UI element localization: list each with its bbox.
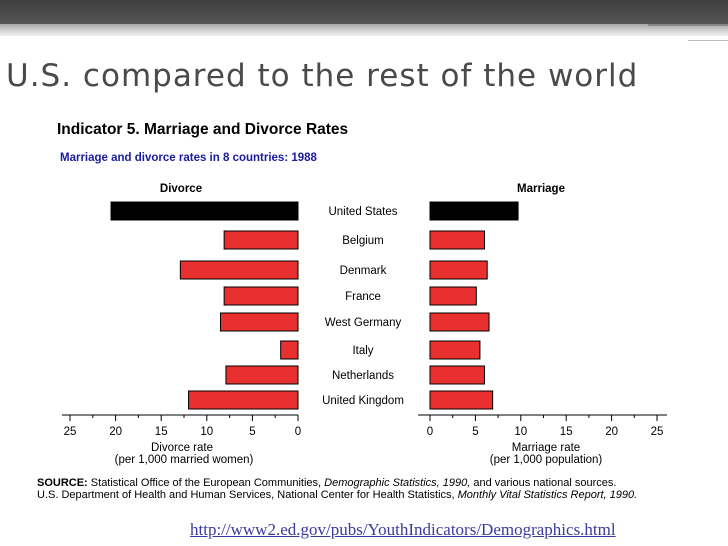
marriage-bar <box>429 390 494 410</box>
divorce-bar <box>219 312 299 332</box>
header-decoration-line <box>688 40 728 41</box>
source-text: and various national sources. <box>470 477 617 489</box>
country-label: Denmark <box>340 265 387 277</box>
divorce-axis-label: Divorce rate <box>151 442 213 454</box>
slide-title: U.S. compared to the rest of the world <box>6 58 639 94</box>
header-decoration-line <box>648 24 728 26</box>
marriage-axis-sublabel: (per 1,000 population) <box>490 454 603 466</box>
marriage-tick-label: 10 <box>514 426 527 438</box>
chart-title: Indicator 5. Marriage and Divorce Rates <box>57 121 348 138</box>
source-publication: Monthly Vital Statistics Report, 1990. <box>457 489 638 501</box>
chart-subtitle: Marriage and divorce rates in 8 countrie… <box>60 152 318 164</box>
country-label: France <box>345 291 381 303</box>
marriage-bar <box>429 201 519 221</box>
source-label: SOURCE: <box>37 477 88 489</box>
divorce-tick-label: 25 <box>64 426 77 438</box>
source-text: Statistical Office of the European Commu… <box>90 477 325 489</box>
marriage-series-header: Marriage <box>517 183 565 195</box>
country-label: Italy <box>352 345 373 357</box>
divorce-tick-label: 10 <box>200 426 213 438</box>
divorce-bar <box>188 390 299 410</box>
chart-source-line-1: SOURCE: Statistical Office of the Europe… <box>37 477 616 489</box>
divorce-tick-label: 0 <box>295 426 301 438</box>
divorce-bar <box>223 286 299 306</box>
country-label: United States <box>328 206 397 218</box>
country-label: West Germany <box>325 317 402 329</box>
source-publication: Demographic Statistics, 1990, <box>324 477 471 489</box>
marriage-bar <box>429 230 485 250</box>
slide-header-stripe <box>0 24 728 36</box>
marriage-tick-label: 0 <box>427 426 433 438</box>
marriage-bar <box>429 286 477 306</box>
source-text: U.S. Department of Health and Human Serv… <box>37 489 458 501</box>
divorce-tick-label: 15 <box>155 426 168 438</box>
divorce-bar <box>223 230 299 250</box>
divorce-series-header: Divorce <box>160 183 202 195</box>
marriage-bar <box>429 312 490 332</box>
divorce-bar <box>110 201 299 221</box>
slide-header-bar <box>0 0 728 24</box>
marriage-tick-label: 15 <box>560 426 573 438</box>
marriage-bar <box>429 260 488 280</box>
divorce-bar <box>225 365 299 385</box>
marriage-tick-label: 5 <box>472 426 478 438</box>
divorce-bar <box>280 340 299 360</box>
marriage-tick-label: 25 <box>651 426 664 438</box>
marriage-bar <box>429 365 485 385</box>
chart-source-line-2: U.S. Department of Health and Human Serv… <box>37 489 637 501</box>
marriage-axis-label: Marriage rate <box>512 442 580 454</box>
divorce-bar <box>179 260 299 280</box>
divorce-tick-label: 20 <box>109 426 122 438</box>
country-label: Belgium <box>342 235 384 247</box>
divorce-tick-label: 5 <box>249 426 255 438</box>
divorce-axis-sublabel: (per 1,000 married women) <box>115 454 254 466</box>
marriage-tick-label: 20 <box>605 426 618 438</box>
country-label: United Kingdom <box>322 395 404 407</box>
country-label: Netherlands <box>332 370 394 382</box>
marriage-bar <box>429 340 481 360</box>
source-url-link[interactable]: http://www2.ed.gov/pubs/YouthIndicators/… <box>190 520 616 539</box>
